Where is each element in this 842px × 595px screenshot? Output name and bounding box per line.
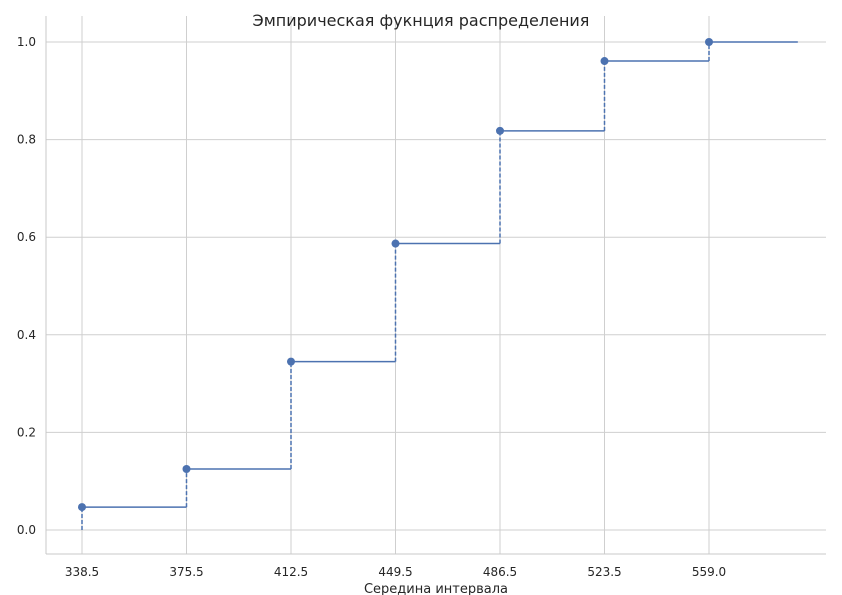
y-tick-label: 0.4 [17,328,36,342]
y-tick-labels: 0.0 0.2 0.4 0.6 0.8 1.0 [17,35,36,537]
x-axis-label: Середина интервала [364,582,508,595]
data-point [600,57,609,66]
data-point [391,239,400,248]
ecdf-series [78,38,798,530]
y-tick-label: 1.0 [17,35,36,49]
x-tick-label: 523.5 [587,565,621,579]
data-point [496,126,504,135]
x-tick-label: 412.5 [274,565,308,579]
y-grid [46,41,826,531]
x-tick-labels: 338.5 375.5 412.5 449.5 486.5 523.5 559.0 [65,565,726,579]
x-grid [81,16,710,554]
x-tick-label: 559.0 [692,565,726,579]
x-tick-label: 338.5 [65,565,99,579]
y-tick-label: 0.0 [17,523,36,537]
x-tick-label: 375.5 [169,565,203,579]
x-tick-label: 486.5 [483,565,517,579]
data-point [705,38,713,46]
data-point [78,503,86,512]
chart-title: Эмпирическая фукнция распределения [253,11,590,30]
y-tick-label: 0.2 [17,425,36,439]
y-tick-label: 0.6 [17,230,36,244]
data-point [182,465,191,473]
y-tick-label: 0.8 [17,133,36,147]
data-point [287,357,295,366]
x-tick-label: 449.5 [378,565,412,579]
